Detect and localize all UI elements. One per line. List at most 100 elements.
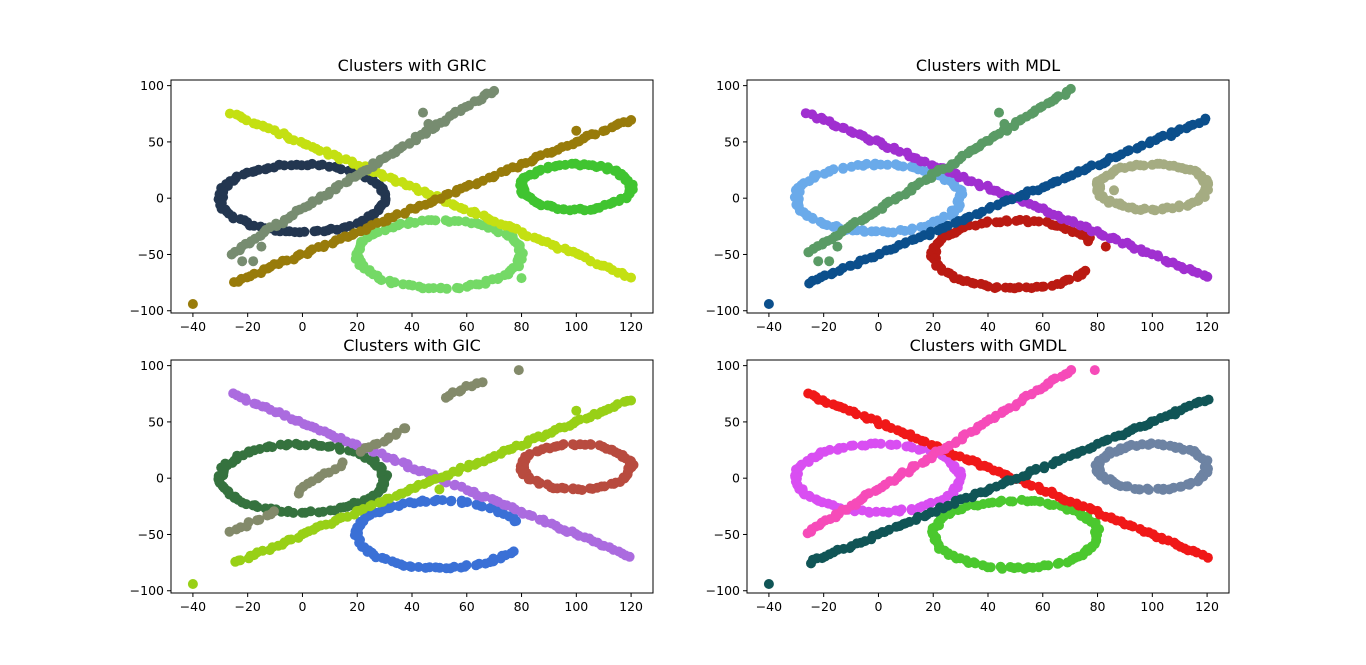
- data-point: [552, 243, 563, 254]
- x-tick-label: 20: [349, 319, 365, 334]
- x-tick-label: 120: [1195, 319, 1219, 334]
- data-point: [952, 195, 963, 206]
- data-point: [1091, 530, 1102, 541]
- series-1: [349, 494, 522, 574]
- x-tick-label: −20: [810, 599, 836, 614]
- x-tick-label: 100: [564, 599, 588, 614]
- data-point: [819, 168, 830, 179]
- y-tick-label: 50: [148, 134, 164, 149]
- data-point: [534, 478, 545, 489]
- data-point: [295, 249, 306, 260]
- data-point: [567, 439, 578, 450]
- data-point: [1203, 394, 1214, 405]
- data-point: [390, 456, 401, 467]
- y-tick-label: 100: [716, 78, 740, 93]
- y-tick-label: 100: [716, 358, 740, 373]
- data-point: [513, 252, 524, 263]
- data-point: [235, 555, 246, 566]
- data-point: [1065, 83, 1076, 94]
- data-point: [907, 223, 918, 234]
- data-point: [489, 85, 500, 96]
- series-2: [1090, 438, 1213, 495]
- data-point: [237, 256, 248, 267]
- y-tick-label: 0: [732, 471, 740, 486]
- data-point: [1086, 160, 1097, 171]
- data-point: [1042, 498, 1053, 509]
- y-tick-label: −50: [138, 247, 164, 262]
- x-tick-label: 40: [980, 319, 996, 334]
- data-point: [252, 502, 263, 513]
- y-tick-label: 0: [156, 191, 164, 206]
- data-point: [763, 579, 774, 589]
- data-point: [1124, 145, 1134, 156]
- data-point: [1158, 130, 1168, 141]
- data-point: [832, 241, 843, 252]
- plot-area: [763, 365, 1214, 589]
- data-point: [1080, 265, 1091, 276]
- data-point: [1203, 184, 1213, 195]
- data-point: [763, 299, 774, 309]
- data-point: [391, 427, 402, 438]
- data-point: [455, 462, 466, 473]
- data-point: [1203, 463, 1213, 474]
- data-point: [456, 495, 467, 506]
- data-point: [938, 211, 949, 222]
- data-point: [1066, 365, 1077, 375]
- data-point: [970, 558, 981, 569]
- series-3: [800, 108, 1213, 282]
- data-point: [389, 277, 400, 288]
- y-tick-label: −50: [714, 247, 740, 262]
- data-point: [985, 562, 996, 573]
- subplot-gic: Clusters with GIC −40 −20 0 20 40 60 80 100 120 −…: [130, 336, 654, 614]
- series-1: [926, 214, 1111, 294]
- data-point: [511, 516, 522, 526]
- data-point: [488, 553, 499, 564]
- y-tick-label: 0: [156, 471, 164, 486]
- data-point: [305, 506, 316, 517]
- data-point: [906, 504, 917, 514]
- series-5: [802, 365, 1100, 539]
- data-point: [248, 256, 259, 267]
- y-tick-label: 50: [148, 414, 164, 429]
- data-point: [314, 145, 325, 156]
- subplot-title: Clusters with GMDL: [910, 336, 1067, 355]
- data-point: [460, 216, 471, 227]
- data-point: [851, 409, 862, 420]
- series-0: [213, 438, 393, 518]
- x-tick-label: −40: [756, 319, 782, 334]
- data-point: [991, 217, 1002, 228]
- data-point: [308, 438, 319, 449]
- data-point: [857, 440, 868, 451]
- data-point: [1038, 281, 1049, 292]
- data-point: [991, 282, 1002, 293]
- y-tick-label: −100: [130, 583, 164, 598]
- subplot-title: Clusters with GIC: [343, 336, 481, 355]
- data-point: [1143, 484, 1154, 495]
- data-point: [885, 439, 896, 450]
- x-tick-label: 80: [1090, 599, 1106, 614]
- data-point: [1011, 215, 1022, 226]
- data-point: [997, 563, 1008, 574]
- data-point: [1139, 203, 1150, 214]
- data-point: [577, 485, 587, 495]
- data-point: [906, 161, 917, 172]
- data-point: [337, 457, 348, 468]
- y-tick-label: −50: [138, 527, 164, 542]
- series-0: [213, 158, 391, 238]
- data-point: [626, 395, 636, 406]
- data-point: [241, 395, 252, 406]
- x-tick-label: −40: [180, 599, 206, 614]
- series-2: [515, 158, 638, 216]
- data-point: [969, 500, 980, 511]
- series-3: [803, 388, 1213, 563]
- x-tick-label: 100: [1140, 599, 1164, 614]
- data-point: [808, 213, 818, 224]
- plot-area: [187, 85, 638, 309]
- x-tick-label: 120: [619, 599, 643, 614]
- data-point: [626, 115, 637, 125]
- data-point: [485, 503, 496, 514]
- data-point: [1054, 557, 1065, 568]
- subplot-gmdl: Clusters with GMDL −40 −20 0 20 40 60 80 100 120…: [706, 336, 1230, 614]
- data-point: [269, 506, 279, 517]
